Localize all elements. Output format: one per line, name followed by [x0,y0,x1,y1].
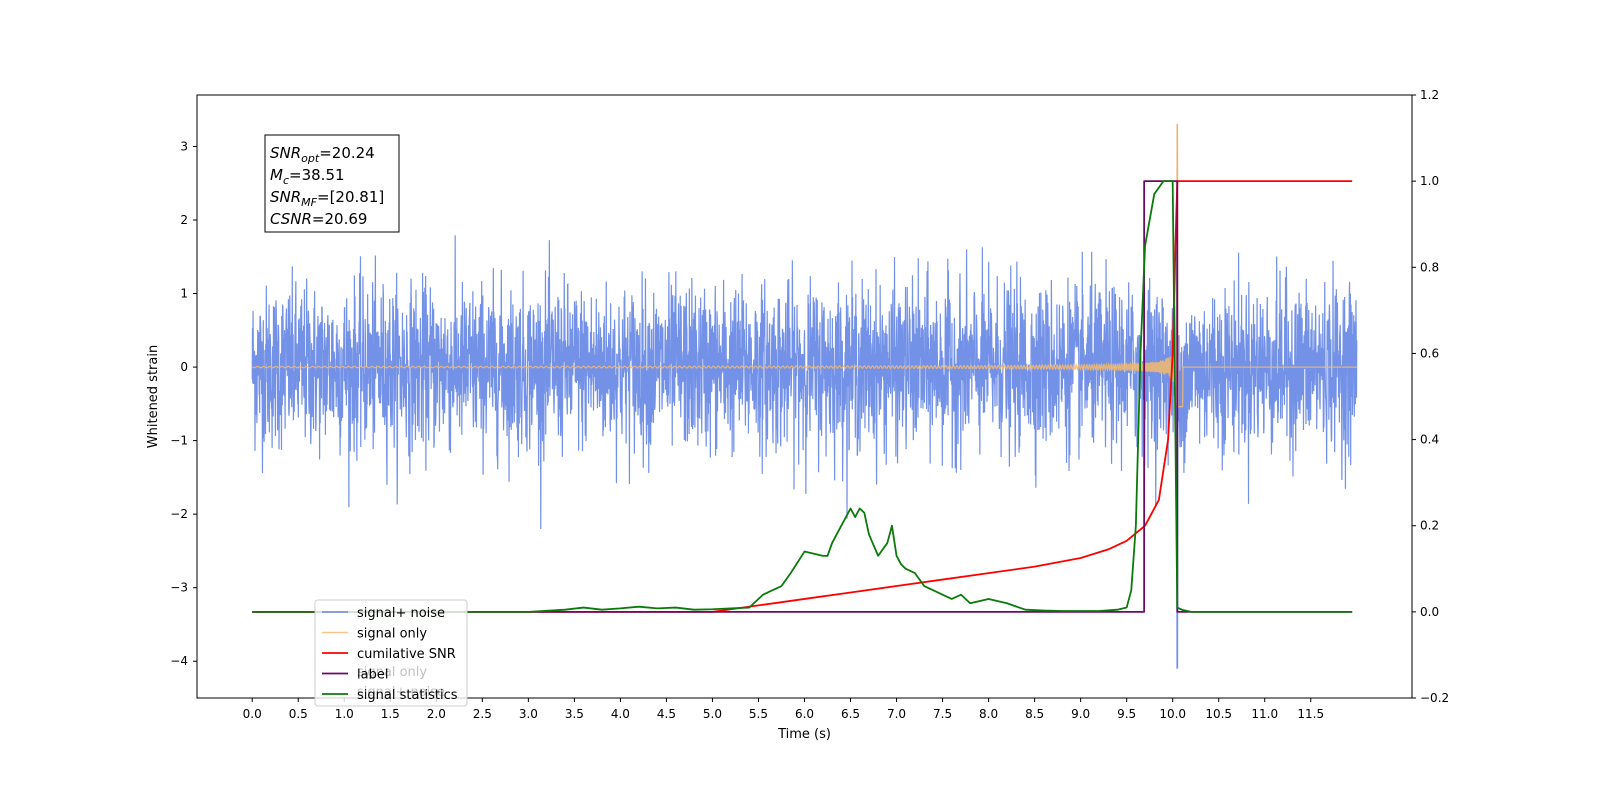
y-right-tick-label: 1.2 [1420,88,1439,102]
y-tick-label: 0 [180,360,188,374]
legend-entry: signal only [357,627,427,642]
x-tick-label: 2.5 [473,707,492,721]
annotation-line: Mc=38.51 [270,166,345,187]
y-tick-label: −1 [170,434,188,448]
legend-ghost-text: signal+ noise [357,685,445,700]
legend-entry: cumilative SNR [357,647,456,662]
x-tick-label: 11.0 [1251,707,1278,721]
x-tick-label: 10.5 [1205,707,1232,721]
x-axis-label: Time (s) [777,727,831,742]
series-cumilative-snr [252,180,1353,613]
y-tick-label: 1 [180,287,188,301]
plot-area [251,123,1358,669]
y-axis-label: Whitened strain [146,345,161,448]
x-tick-label: 7.5 [933,707,952,721]
axes: 0.0 0.5 1.0 1.5 2.0 2.5 3.0 3.5 4.0 4.5 5.0 5.5 6.0 6… [146,88,1449,742]
x-tick-label: 2.0 [427,707,446,721]
x-tick-label: 9.0 [1071,707,1090,721]
legend-entry: signal+ noise [357,606,445,621]
x-tick-label: 0.0 [243,707,262,721]
y-tick-label: −4 [170,654,188,668]
x-tick-label: 6.5 [841,707,860,721]
legend-entry: label [357,668,388,683]
y-right-tick-label: 0.8 [1420,260,1439,274]
y-right-tick-label: 1.0 [1420,174,1439,188]
x-tick-label: 5.0 [703,707,722,721]
x-tick-label: 4.5 [657,707,676,721]
annotation-frame [264,134,400,233]
series-signal-statistics [252,180,1353,613]
annotation-line: SNRopt=20.24 [270,144,375,165]
annotation-line: CSNR=20.69 [270,210,367,228]
x-tick-label: 11.5 [1297,707,1324,721]
x-tick-label: 5.5 [749,707,768,721]
x-tick-label: 6.0 [795,707,814,721]
x-tick-label: 1.0 [335,707,354,721]
y-tick-label: −2 [170,507,188,521]
y-tick-label: 3 [180,139,188,153]
legend-frame [314,599,468,707]
x-tick-label: 3.0 [519,707,538,721]
annotation-box: SNRopt=20.24Mc=38.51SNRMF=[20.81]CSNR=20… [264,134,400,233]
x-tick-label: 1.5 [381,707,400,721]
y-tick-label: 2 [180,213,188,227]
annotation-line: SNRMF=[20.81] [270,188,384,209]
x-tick-label: 4.0 [611,707,630,721]
series-signal-plus-noise [251,124,1358,669]
y-right-tick-label: 0.0 [1420,605,1439,619]
x-tick-label: 0.5 [289,707,308,721]
x-tick-label: 8.0 [979,707,998,721]
y-tick-label: −3 [170,581,188,595]
y-right-tick-label: 0.6 [1420,346,1439,360]
y-right-tick-label: −0.2 [1420,691,1449,705]
legend-ghost-text: signal only [357,665,427,680]
legend-entry: signal statistics [357,688,458,703]
x-tick-label: 9.5 [1117,707,1136,721]
x-tick-label: 7.0 [887,707,906,721]
x-tick-label: 8.5 [1025,707,1044,721]
x-tick-label: 3.5 [565,707,584,721]
y-right-tick-label: 0.2 [1420,519,1439,533]
y-right-tick-label: 0.4 [1420,433,1439,447]
x-tick-label: 10.0 [1159,707,1186,721]
